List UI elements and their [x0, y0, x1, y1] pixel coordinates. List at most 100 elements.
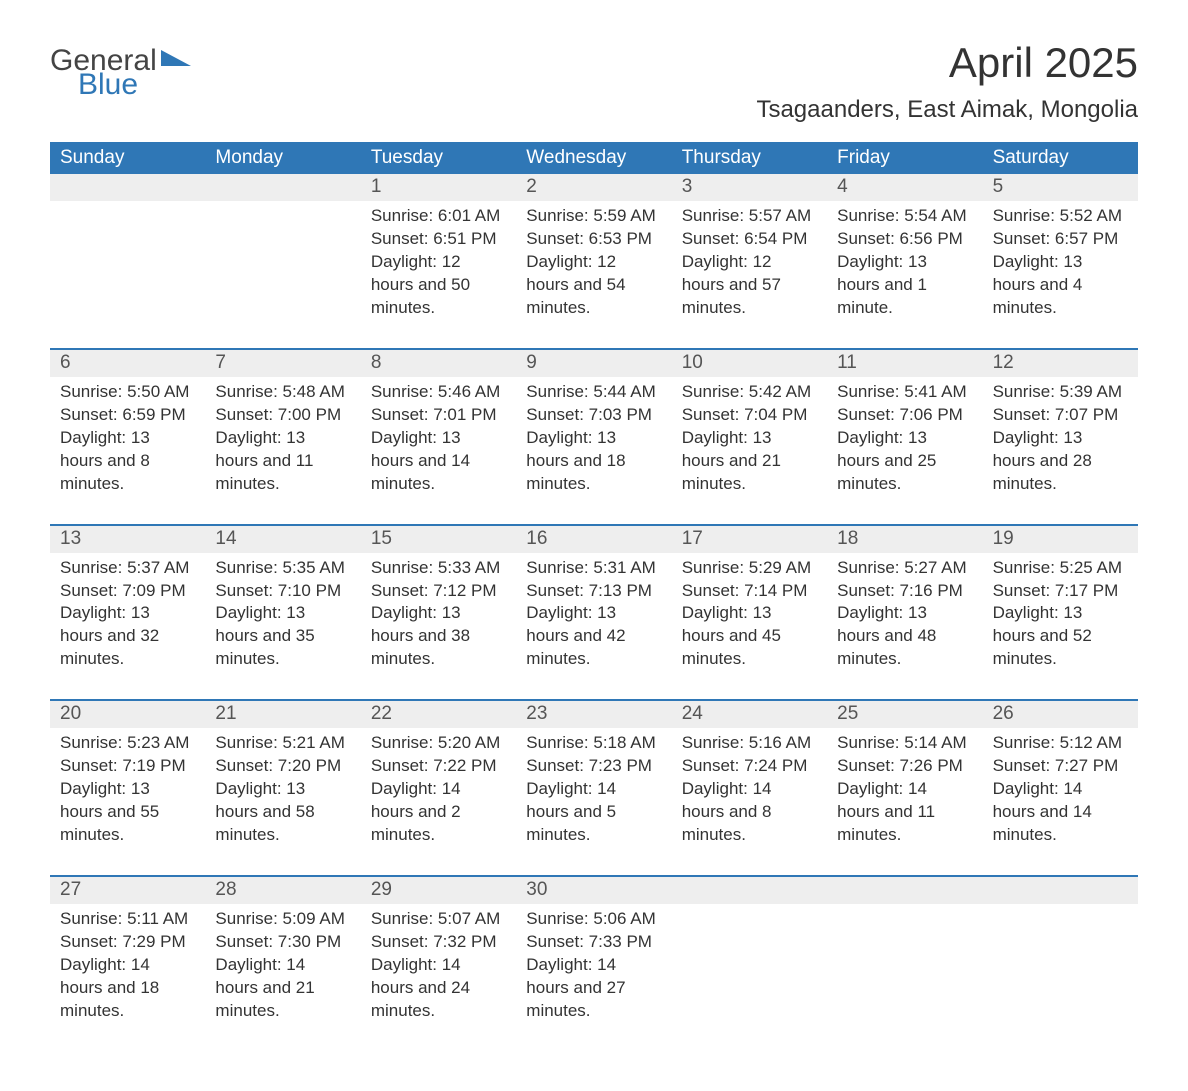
date-cell: 11	[827, 350, 982, 377]
date-cell: 27	[50, 877, 205, 904]
date-row: 20212223242526	[50, 701, 1138, 728]
sunset-text: Sunset: 6:59 PM	[60, 404, 195, 427]
daylight-text: Daylight: 13 hours and 58 minutes.	[215, 778, 350, 847]
daylight-text: Daylight: 13 hours and 52 minutes.	[993, 602, 1128, 671]
date-row: 12345	[50, 174, 1138, 201]
day-info-cell: Sunrise: 5:39 AMSunset: 7:07 PMDaylight:…	[983, 377, 1138, 524]
sunset-text: Sunset: 7:22 PM	[371, 755, 506, 778]
daylight-text: Daylight: 13 hours and 21 minutes.	[682, 427, 817, 496]
daylight-text: Daylight: 13 hours and 38 minutes.	[371, 602, 506, 671]
sunrise-text: Sunrise: 5:37 AM	[60, 557, 195, 580]
sunset-text: Sunset: 7:16 PM	[837, 580, 972, 603]
sunset-text: Sunset: 7:03 PM	[526, 404, 661, 427]
daylight-text: Daylight: 14 hours and 21 minutes.	[215, 954, 350, 1023]
weekday-header: Monday	[205, 142, 360, 174]
header: General Blue April 2025 Tsagaanders, Eas…	[50, 40, 1138, 136]
date-cell	[672, 877, 827, 904]
day-info-cell: Sunrise: 5:57 AMSunset: 6:54 PMDaylight:…	[672, 201, 827, 348]
day-info-cell: Sunrise: 5:50 AMSunset: 6:59 PMDaylight:…	[50, 377, 205, 524]
day-info-cell: Sunrise: 5:29 AMSunset: 7:14 PMDaylight:…	[672, 553, 827, 700]
sunset-text: Sunset: 7:29 PM	[60, 931, 195, 954]
daylight-text: Daylight: 13 hours and 4 minutes.	[993, 251, 1128, 320]
day-info-cell	[827, 904, 982, 1051]
sunset-text: Sunset: 7:13 PM	[526, 580, 661, 603]
sunrise-text: Sunrise: 5:27 AM	[837, 557, 972, 580]
sunrise-text: Sunrise: 5:09 AM	[215, 908, 350, 931]
daylight-text: Daylight: 13 hours and 25 minutes.	[837, 427, 972, 496]
day-info-cell: Sunrise: 5:09 AMSunset: 7:30 PMDaylight:…	[205, 904, 360, 1051]
content-row: Sunrise: 6:01 AMSunset: 6:51 PMDaylight:…	[50, 201, 1138, 348]
sunrise-text: Sunrise: 5:07 AM	[371, 908, 506, 931]
sunrise-text: Sunrise: 5:42 AM	[682, 381, 817, 404]
calendar: Sunday Monday Tuesday Wednesday Thursday…	[50, 142, 1138, 1050]
weekday-header: Saturday	[983, 142, 1138, 174]
daylight-text: Daylight: 14 hours and 18 minutes.	[60, 954, 195, 1023]
sunset-text: Sunset: 7:19 PM	[60, 755, 195, 778]
sunset-text: Sunset: 7:06 PM	[837, 404, 972, 427]
day-info-cell: Sunrise: 5:33 AMSunset: 7:12 PMDaylight:…	[361, 553, 516, 700]
date-cell	[827, 877, 982, 904]
sunset-text: Sunset: 7:09 PM	[60, 580, 195, 603]
date-cell: 15	[361, 526, 516, 553]
date-cell: 26	[983, 701, 1138, 728]
day-info-cell: Sunrise: 5:27 AMSunset: 7:16 PMDaylight:…	[827, 553, 982, 700]
sunset-text: Sunset: 7:01 PM	[371, 404, 506, 427]
daylight-text: Daylight: 14 hours and 5 minutes.	[526, 778, 661, 847]
day-info-cell: Sunrise: 5:16 AMSunset: 7:24 PMDaylight:…	[672, 728, 827, 875]
content-row: Sunrise: 5:37 AMSunset: 7:09 PM Daylight:…	[50, 553, 1138, 700]
date-cell: 29	[361, 877, 516, 904]
day-info-cell	[50, 201, 205, 348]
day-info-cell: Sunrise: 5:31 AMSunset: 7:13 PMDaylight:…	[516, 553, 671, 700]
page-title: April 2025	[756, 40, 1138, 86]
daylight-text: Daylight: 13 hours and 35 minutes.	[215, 602, 350, 671]
sunset-text: Sunset: 7:33 PM	[526, 931, 661, 954]
day-info-cell: Sunrise: 5:52 AMSunset: 6:57 PMDaylight:…	[983, 201, 1138, 348]
day-info-cell: Sunrise: 5:14 AMSunset: 7:26 PMDaylight:…	[827, 728, 982, 875]
date-cell: 4	[827, 174, 982, 201]
sunset-text: Sunset: 7:12 PM	[371, 580, 506, 603]
sunrise-text: Sunrise: 5:31 AM	[526, 557, 661, 580]
sunrise-text: Sunrise: 5:20 AM	[371, 732, 506, 755]
daylight-text: Daylight: 14 hours and 2 minutes.	[371, 778, 506, 847]
sunset-text: Sunset: 7:14 PM	[682, 580, 817, 603]
sunset-text: Sunset: 7:30 PM	[215, 931, 350, 954]
date-cell: 13	[50, 526, 205, 553]
daylight-text: Daylight: 12 hours and 50 minutes.	[371, 251, 506, 320]
content-row: Sunrise: 5:23 AMSunset: 7:19 PMDaylight:…	[50, 728, 1138, 875]
daylight-text: Daylight: 13 hours and 11 minutes.	[215, 427, 350, 496]
date-row: 27282930	[50, 877, 1138, 904]
daylight-text: Daylight: 13 hours and 14 minutes.	[371, 427, 506, 496]
day-info-cell: Sunrise: 5:25 AMSunset: 7:17 PMDaylight:…	[983, 553, 1138, 700]
sunset-text: Sunset: 7:26 PM	[837, 755, 972, 778]
sunrise-text: Sunrise: 5:59 AM	[526, 205, 661, 228]
sunset-text: Sunset: 7:10 PM	[215, 580, 350, 603]
sunrise-text: Sunrise: 5:21 AM	[215, 732, 350, 755]
content-row: Sunrise: 5:50 AMSunset: 6:59 PMDaylight:…	[50, 377, 1138, 524]
daylight-text: Daylight: 13 hours and 42 minutes.	[526, 602, 661, 671]
date-cell: 23	[516, 701, 671, 728]
day-info-cell: Sunrise: 5:48 AMSunset: 7:00 PMDaylight:…	[205, 377, 360, 524]
sunrise-text: Sunrise: 5:14 AM	[837, 732, 972, 755]
sunset-text: Sunset: 7:00 PM	[215, 404, 350, 427]
date-cell: 28	[205, 877, 360, 904]
date-cell: 19	[983, 526, 1138, 553]
title-block: April 2025 Tsagaanders, East Aimak, Mong…	[756, 40, 1138, 136]
day-info-cell: Sunrise: 5:06 AMSunset: 7:33 PMDaylight:…	[516, 904, 671, 1051]
sunrise-text: Sunrise: 5:11 AM	[60, 908, 195, 931]
sunset-text: Sunset: 6:53 PM	[526, 228, 661, 251]
date-cell: 30	[516, 877, 671, 904]
day-info-cell: Sunrise: 5:23 AMSunset: 7:19 PMDaylight:…	[50, 728, 205, 875]
sunset-text: Sunset: 7:20 PM	[215, 755, 350, 778]
daylight-text: Daylight: 12 hours and 57 minutes.	[682, 251, 817, 320]
page-subtitle: Tsagaanders, East Aimak, Mongolia	[756, 96, 1138, 124]
day-info-cell: Sunrise: 5:21 AMSunset: 7:20 PMDaylight:…	[205, 728, 360, 875]
date-cell: 2	[516, 174, 671, 201]
date-cell: 8	[361, 350, 516, 377]
sunset-text: Sunset: 7:24 PM	[682, 755, 817, 778]
date-cell: 14	[205, 526, 360, 553]
sunrise-text: Sunrise: 5:57 AM	[682, 205, 817, 228]
weekday-header: Friday	[827, 142, 982, 174]
weekday-header: Tuesday	[361, 142, 516, 174]
date-cell: 16	[516, 526, 671, 553]
daylight-text: Daylight: 12 hours and 54 minutes.	[526, 251, 661, 320]
